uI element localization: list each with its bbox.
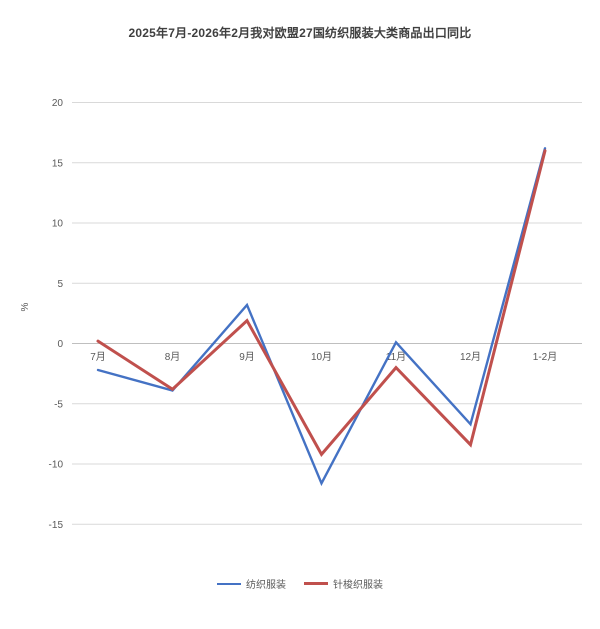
- x-tick-label: 7月: [90, 351, 106, 363]
- x-tick-label: 12月: [460, 351, 481, 363]
- y-tick-label: 5: [57, 279, 63, 290]
- legend-label: 针梭织服装: [333, 580, 383, 591]
- y-tick-label: -15: [49, 520, 64, 531]
- y-tick-label: 15: [52, 158, 64, 169]
- y-tick-label: -5: [54, 399, 63, 410]
- chart-title: 2025年7月-2026年2月我对欧盟27国纺织服装大类商品出口同比: [128, 26, 472, 40]
- legend: 纺织服装 针梭织服装: [0, 576, 600, 591]
- x-tick-label: 9月: [239, 351, 255, 363]
- x-tick-label: 1-2月: [533, 351, 557, 363]
- y-axis-title: %: [20, 302, 31, 311]
- y-tick-label: -10: [49, 460, 64, 471]
- y-tick-label: 20: [52, 98, 64, 109]
- x-tick-label: 10月: [311, 351, 332, 363]
- legend-item-0: 纺织服装: [217, 576, 286, 591]
- series-line-1: [96, 149, 547, 457]
- series-line-0: [96, 147, 547, 487]
- legend-item-1: 针梭织服装: [304, 576, 383, 591]
- y-tick-label: 0: [57, 339, 63, 350]
- legend-line-swatch: [217, 582, 241, 585]
- legend-label: 纺织服装: [246, 580, 286, 591]
- legend-line-swatch: [304, 582, 328, 585]
- y-tick-label: 10: [52, 219, 64, 230]
- x-tick-label: 8月: [165, 351, 181, 363]
